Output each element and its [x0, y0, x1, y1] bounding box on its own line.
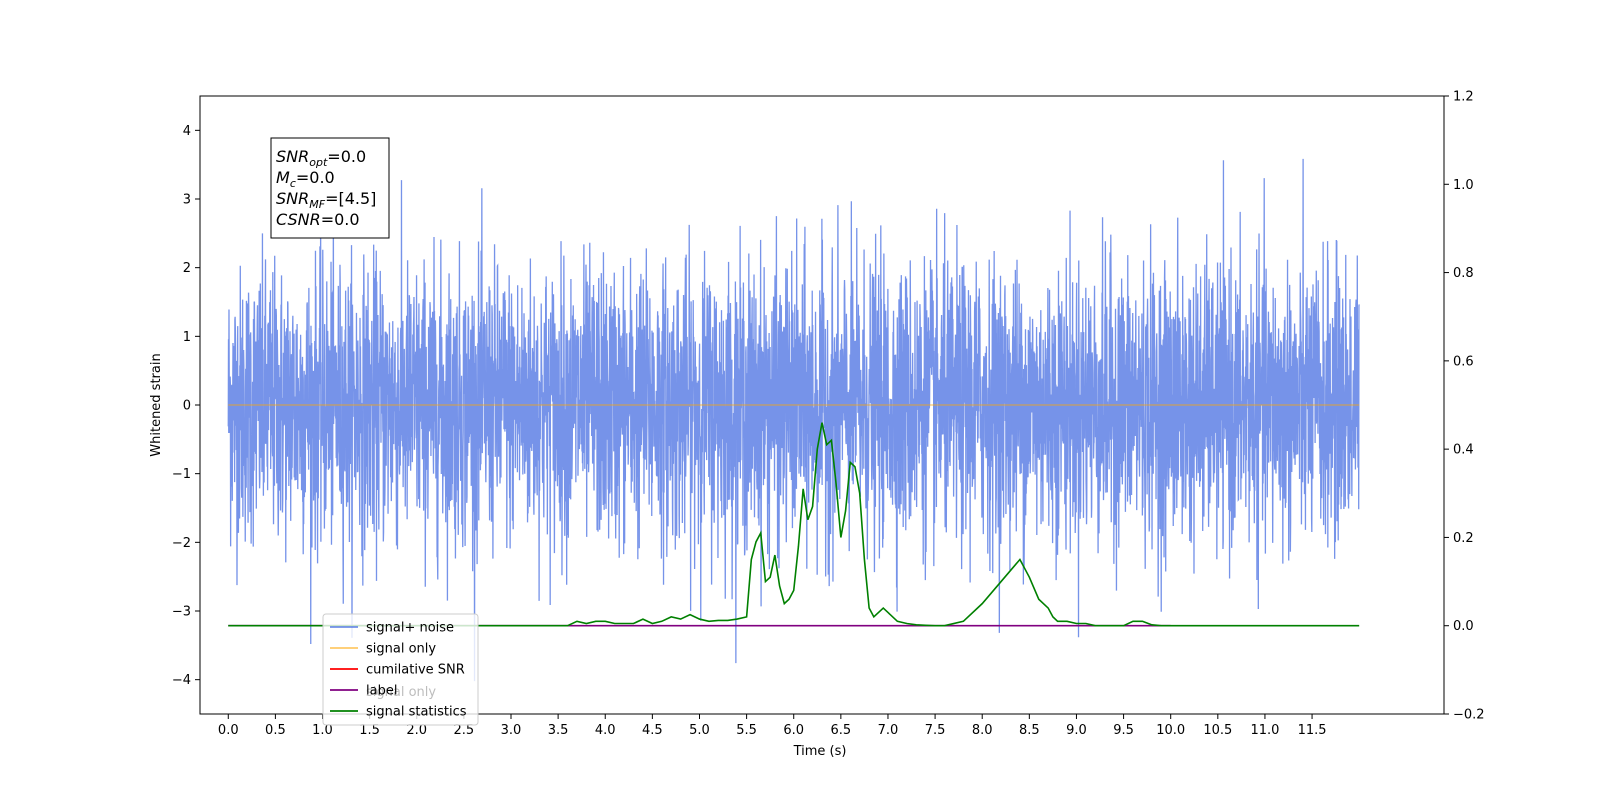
y2-tick-label: 0.8 — [1453, 266, 1474, 281]
x-tick-label: 3.0 — [501, 723, 522, 738]
y-tick-label: −2 — [172, 536, 191, 551]
y2-tick-label: 0.4 — [1453, 443, 1474, 458]
y2-tick-label: 0.2 — [1453, 531, 1474, 546]
info-line: Mc=0.0 — [276, 168, 335, 190]
x-tick-label: 0.0 — [218, 723, 239, 738]
x-tick-label: 9.0 — [1066, 723, 1087, 738]
y-tick-label: −1 — [172, 467, 191, 482]
info-line: SNRMF=[4.5] — [276, 189, 376, 211]
y-tick-label: −3 — [172, 605, 191, 620]
x-axis-label: Time (s) — [793, 744, 847, 759]
x-axis-ticks: 0.0 0.5 1.0 1.5 2.0 2.5 3.0 3.5 4.0 4.5 5.0 5.5 6.0 6… — [218, 714, 1327, 738]
x-tick-label: 4.0 — [595, 723, 616, 738]
y-tick-label: 3 — [183, 193, 191, 208]
x-tick-label: 0.5 — [265, 723, 286, 738]
y2-tick-label: 1.0 — [1453, 178, 1474, 193]
y-axis-ticks: 4 3 2 1 0 −1 −2 −3 −4 — [172, 124, 200, 688]
y2-axis-ticks: 1.2 1.0 0.8 0.6 0.4 0.2 0.0 −0.2 — [1444, 90, 1485, 723]
x-tick-label: 3.5 — [548, 723, 569, 738]
hidden-legend-text: signal only — [366, 685, 436, 700]
x-tick-label: 1.5 — [359, 723, 380, 738]
legend-label: signal+ noise — [366, 621, 454, 636]
x-tick-label: 8.0 — [972, 723, 993, 738]
x-tick-label: 9.5 — [1113, 723, 1134, 738]
y-tick-label: 2 — [183, 261, 191, 276]
y-tick-label: −4 — [172, 673, 191, 688]
legend-label: cumilative SNR — [366, 663, 465, 678]
x-tick-label: 1.0 — [312, 723, 333, 738]
y2-tick-label: −0.2 — [1453, 708, 1485, 723]
legend-label: label — [366, 684, 397, 699]
x-tick-label: 5.5 — [736, 723, 757, 738]
y2-tick-label: 1.2 — [1453, 90, 1474, 105]
y-axis-label: Whitened strain — [149, 353, 164, 456]
info-box-frame — [270, 137, 390, 239]
x-tick-label: 7.0 — [878, 723, 899, 738]
x-tick-label: 7.5 — [925, 723, 946, 738]
x-tick-label: 8.5 — [1019, 723, 1040, 738]
y-tick-label: 4 — [183, 124, 191, 139]
x-tick-label: 6.0 — [783, 723, 804, 738]
legend-label: signal statistics — [366, 705, 467, 720]
signal-statistics-line — [228, 422, 1360, 627]
x-tick-label: 5.0 — [689, 723, 710, 738]
y2-tick-label: 0.0 — [1453, 619, 1474, 634]
legend-label: signal only — [366, 642, 436, 657]
y2-tick-label: 0.6 — [1453, 354, 1474, 369]
x-tick-label: 10.0 — [1156, 723, 1185, 738]
x-tick-label: 6.5 — [831, 723, 852, 738]
x-tick-label: 11.5 — [1298, 723, 1327, 738]
legend: signal only signal+ noise signal only cumil… — [322, 613, 479, 726]
x-tick-label: 4.5 — [642, 723, 663, 738]
legend-frame — [322, 613, 479, 726]
y-tick-label: 1 — [183, 330, 191, 345]
x-tick-label: 11.0 — [1250, 723, 1279, 738]
x-tick-label: 10.5 — [1203, 723, 1232, 738]
x-tick-label: 2.0 — [406, 723, 427, 738]
signal-noise-series — [227, 158, 1360, 682]
x-tick-label: 2.5 — [454, 723, 475, 738]
info-line: CSNR=0.0 — [276, 210, 360, 229]
y-tick-label: 0 — [183, 399, 191, 414]
info-line: SNRopt=0.0 — [276, 147, 366, 169]
signal-noise-line — [227, 158, 1360, 682]
